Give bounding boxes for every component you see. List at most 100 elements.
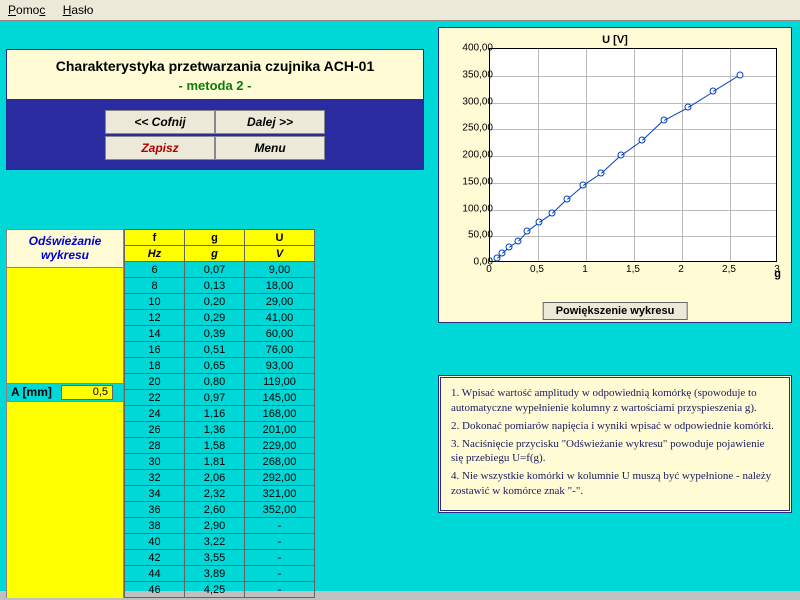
table-row: 60,079,00 xyxy=(125,262,315,278)
table-row: 261,36201,00 xyxy=(125,422,315,438)
cell-g: 0,07 xyxy=(185,262,245,278)
cell-f: 18 xyxy=(125,358,185,374)
ytick: 100,00 xyxy=(462,203,493,214)
table-row: 180,6593,00 xyxy=(125,358,315,374)
chart-point xyxy=(736,71,743,78)
table-row: 220,97145,00 xyxy=(125,390,315,406)
cell-f: 20 xyxy=(125,374,185,390)
menu-pomoc[interactable]: Pomoc xyxy=(8,3,45,17)
col-u-sym: U xyxy=(245,230,315,246)
table-row: 423,55- xyxy=(125,550,315,566)
title-band: Charakterystyka przetwarzania czujnika A… xyxy=(6,49,424,100)
cell-g: 2,06 xyxy=(185,470,245,486)
cell-f: 10 xyxy=(125,294,185,310)
cell-f: 8 xyxy=(125,278,185,294)
cell-u[interactable]: 145,00 xyxy=(245,390,315,406)
cell-u[interactable]: 29,00 xyxy=(245,294,315,310)
cell-g: 0,29 xyxy=(185,310,245,326)
ytick: 400,00 xyxy=(462,43,493,54)
menu-haslo[interactable]: Hasło xyxy=(63,3,94,17)
cell-u[interactable]: - xyxy=(245,518,315,534)
cell-f: 24 xyxy=(125,406,185,422)
table-row: 464,25- xyxy=(125,582,315,598)
ytick: 200,00 xyxy=(462,150,493,161)
amplitude-input[interactable] xyxy=(61,385,113,400)
ytick: 50,00 xyxy=(468,230,493,241)
col-f-unit: Hz xyxy=(125,246,185,262)
table-row: 301,81268,00 xyxy=(125,454,315,470)
cell-u[interactable]: - xyxy=(245,550,315,566)
cell-f: 26 xyxy=(125,422,185,438)
cell-u[interactable]: 41,00 xyxy=(245,310,315,326)
cell-u[interactable]: 168,00 xyxy=(245,406,315,422)
col-u-unit: V xyxy=(245,246,315,262)
table-row: 100,2029,00 xyxy=(125,294,315,310)
col-g-unit: g xyxy=(185,246,245,262)
xtick: 2,5 xyxy=(722,264,736,275)
refresh-chart-button[interactable]: Odświeżanie wykresu xyxy=(6,229,124,268)
cell-f: 14 xyxy=(125,326,185,342)
cell-u[interactable]: 352,00 xyxy=(245,502,315,518)
cell-u[interactable]: - xyxy=(245,566,315,582)
zoom-chart-button[interactable]: Powiększenie wykresu xyxy=(543,302,688,320)
instruction-3: 3. Naciśnięcie przycisku "Odświeżanie wy… xyxy=(451,437,779,467)
menu-button[interactable]: Menu xyxy=(215,136,325,160)
col-g-sym: g xyxy=(185,230,245,246)
cell-u[interactable]: 292,00 xyxy=(245,470,315,486)
cell-g: 2,32 xyxy=(185,486,245,502)
col-f-sym: f xyxy=(125,230,185,246)
cell-u[interactable]: 60,00 xyxy=(245,326,315,342)
cell-f: 16 xyxy=(125,342,185,358)
amplitude-label: A [mm] xyxy=(7,385,61,399)
nav-band: << Cofnij Dalej >> Zapisz Menu xyxy=(6,100,424,170)
table-row: 403,22- xyxy=(125,534,315,550)
cell-g: 0,39 xyxy=(185,326,245,342)
table-row: 382,90- xyxy=(125,518,315,534)
xtick: 3 xyxy=(774,264,780,275)
chart-panel: U [V] g 0,0050,00100,00150,00200,00250,0… xyxy=(438,27,792,323)
table-row: 160,5176,00 xyxy=(125,342,315,358)
save-button[interactable]: Zapisz xyxy=(105,136,215,160)
cell-u[interactable]: 93,00 xyxy=(245,358,315,374)
cell-u[interactable]: 201,00 xyxy=(245,422,315,438)
cell-u[interactable]: 76,00 xyxy=(245,342,315,358)
cell-g: 2,60 xyxy=(185,502,245,518)
back-button[interactable]: << Cofnij xyxy=(105,110,215,134)
table-row: 362,60352,00 xyxy=(125,502,315,518)
cell-u[interactable]: 321,00 xyxy=(245,486,315,502)
cell-u[interactable]: 119,00 xyxy=(245,374,315,390)
yellow-block-top xyxy=(6,268,124,384)
xtick: 0 xyxy=(486,264,492,275)
ytick: 300,00 xyxy=(462,96,493,107)
cell-f: 36 xyxy=(125,502,185,518)
cell-f: 12 xyxy=(125,310,185,326)
cell-f: 40 xyxy=(125,534,185,550)
table-row: 443,89- xyxy=(125,566,315,582)
table-row: 200,80119,00 xyxy=(125,374,315,390)
ytick: 250,00 xyxy=(462,123,493,134)
cell-u[interactable]: 18,00 xyxy=(245,278,315,294)
cell-f: 46 xyxy=(125,582,185,598)
cell-g: 3,22 xyxy=(185,534,245,550)
instruction-1: 1. Wpisać wartość amplitudy w odpowiedni… xyxy=(451,386,779,416)
next-button[interactable]: Dalej >> xyxy=(215,110,325,134)
cell-u[interactable]: - xyxy=(245,582,315,598)
cell-u[interactable]: - xyxy=(245,534,315,550)
cell-u[interactable]: 229,00 xyxy=(245,438,315,454)
cell-f: 38 xyxy=(125,518,185,534)
cell-g: 0,80 xyxy=(185,374,245,390)
cell-u[interactable]: 9,00 xyxy=(245,262,315,278)
cell-f: 34 xyxy=(125,486,185,502)
cell-f: 22 xyxy=(125,390,185,406)
app-container: Charakterystyka przetwarzania czujnika A… xyxy=(0,21,800,591)
table-area: Odświeżanie wykresu A [mm] f g U Hz g xyxy=(6,229,315,598)
left-column: Odświeżanie wykresu A [mm] xyxy=(6,229,124,598)
cell-u[interactable]: 268,00 xyxy=(245,454,315,470)
cell-f: 6 xyxy=(125,262,185,278)
xtick: 1 xyxy=(582,264,588,275)
yellow-block-bottom xyxy=(6,402,124,598)
cell-f: 42 xyxy=(125,550,185,566)
table-row: 140,3960,00 xyxy=(125,326,315,342)
table-row: 342,32321,00 xyxy=(125,486,315,502)
data-table: f g U Hz g V 60,079,0080,1318,00100,2029… xyxy=(124,229,315,598)
